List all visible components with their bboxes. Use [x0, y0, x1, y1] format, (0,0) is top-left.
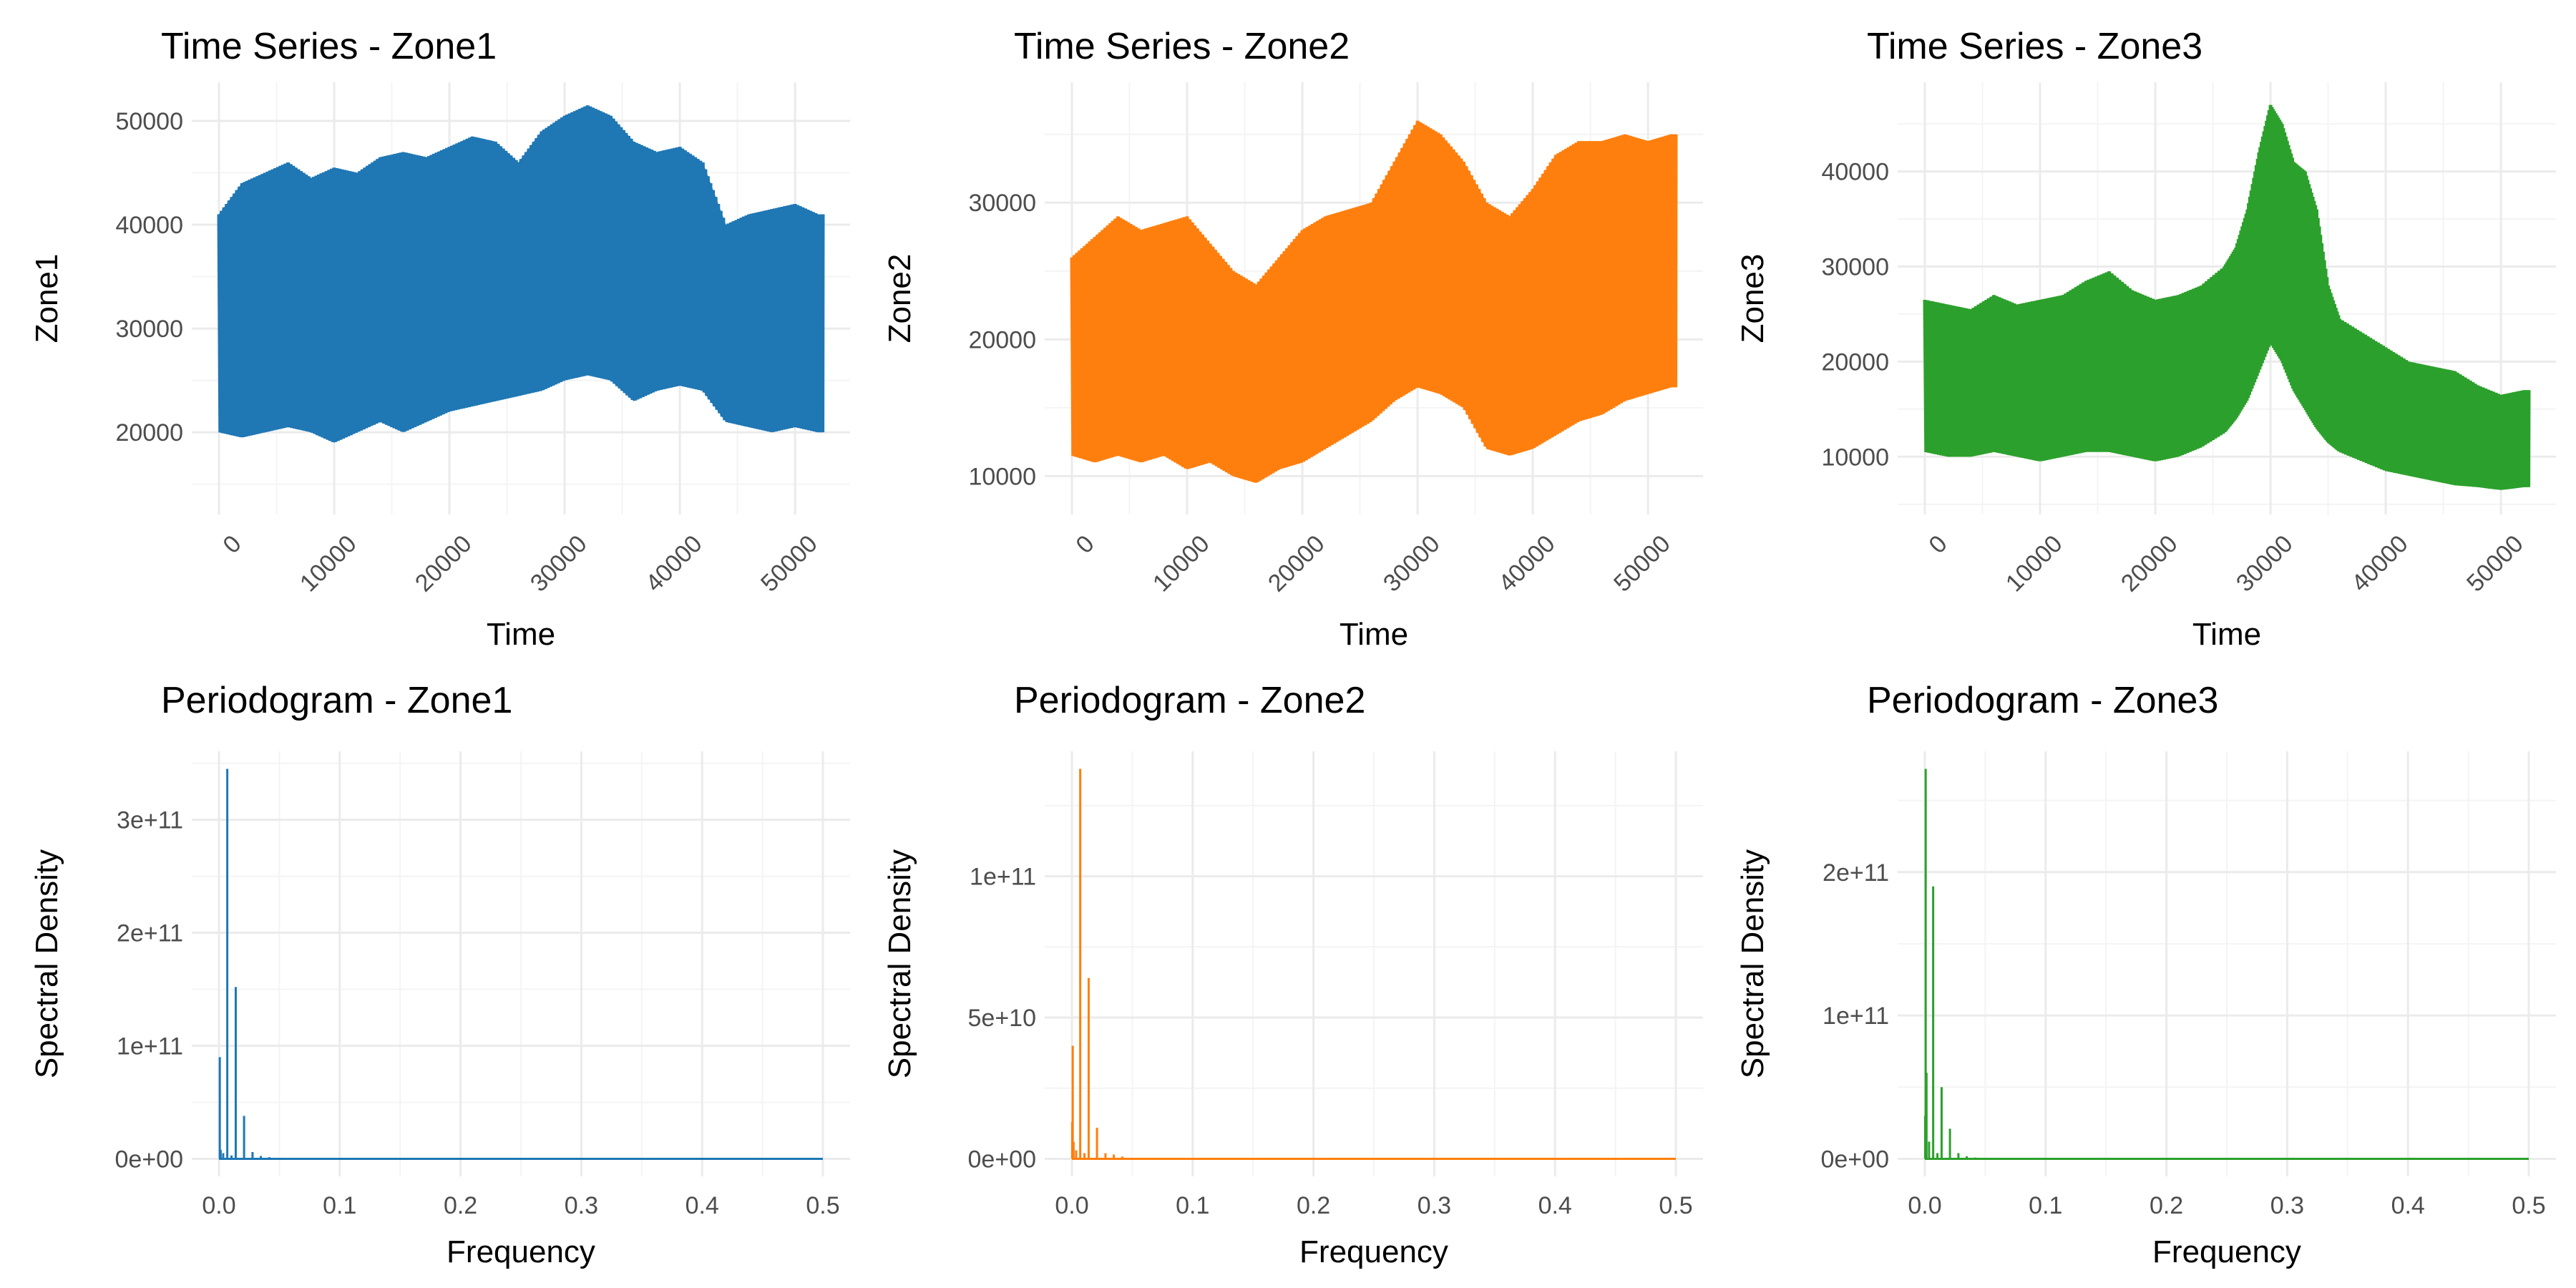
pg-zone3-panel: 0.0 0.1 0.2 0.3 0.4 0.5 0e+00 1e+11 2e+11 Periodo… — [1735, 680, 2556, 1269]
pg-zone3-y-tick-label: 2e+11 — [1823, 859, 1889, 887]
ts-zone3-x-tick-label: 0 — [1923, 530, 1952, 559]
ts-zone2-y-tick-label: 20000 — [968, 326, 1036, 353]
pg-zone3-x-axis-title: Frequency — [2152, 1234, 2301, 1269]
pg-zone1-y-tick-label: 3e+11 — [117, 807, 183, 834]
ts-zone1-x-axis-title: Time — [487, 617, 555, 652]
pg-zone1-x-tick-label: 0.2 — [444, 1192, 477, 1219]
pg-zone1-y-axis-title: Spectral Density — [29, 849, 64, 1078]
pg-zone1-x-tick-label: 0.4 — [686, 1192, 719, 1219]
pg-zone2-panel: 0.0 0.1 0.2 0.3 0.4 0.5 0e+00 5e+10 1e+11 Periodo… — [882, 680, 1703, 1269]
ts-zone3-series-line — [1923, 104, 2531, 490]
ts-zone3-x-tick-label: 40000 — [2346, 530, 2414, 597]
pg-zone2-y-tick-label: 1e+11 — [970, 864, 1036, 891]
ts-zone1-y-tick-label: 30000 — [115, 316, 183, 343]
pg-zone2-x-tick-label: 0.4 — [1538, 1192, 1572, 1219]
pg-zone3-x-tick-label: 0.1 — [2029, 1192, 2062, 1219]
pg-zone3-y-axis-title: Spectral Density — [1735, 849, 1770, 1078]
pg-zone2-y-tick-label: 5e+10 — [968, 1005, 1037, 1032]
ts-zone3-x-axis-title: Time — [2192, 617, 2261, 652]
ts-zone3-y-axis-title: Zone3 — [1735, 254, 1770, 343]
pg-zone2-x-tick-label: 0.2 — [1297, 1192, 1330, 1219]
pg-zone1-panel: 0.0 0.1 0.2 0.3 0.4 0.5 0e+00 1e+11 2e+11 3e+11 Pe… — [29, 680, 850, 1269]
pg-zone2-x-tick-label: 0.1 — [1176, 1192, 1209, 1219]
ts-zone2-x-axis-title: Time — [1340, 617, 1408, 652]
pg-zone2-x-tick-label: 0.0 — [1055, 1192, 1088, 1219]
ts-zone1-y-axis-title: Zone1 — [29, 254, 64, 343]
ts-zone1-x-tick-label: 10000 — [295, 530, 362, 597]
ts-zone1-x-tick-label: 40000 — [640, 530, 708, 597]
pg-zone1-title: Periodogram - Zone1 — [161, 680, 512, 721]
ts-zone3-y-tick-label: 20000 — [1821, 348, 1889, 376]
ts-zone1-panel: 0 10000 20000 30000 40000 50000 20000 30000 4000… — [29, 26, 850, 652]
pg-zone1-x-tick-label: 0.5 — [806, 1192, 839, 1219]
pg-zone2-y-tick-label: 0e+00 — [968, 1146, 1037, 1173]
ts-zone3-title: Time Series - Zone3 — [1867, 26, 2202, 67]
pg-zone1-x-axis-title: Frequency — [447, 1234, 595, 1269]
ts-zone2-x-tick-label: 20000 — [1263, 530, 1330, 597]
ts-zone3-x-tick-label: 20000 — [2116, 530, 2183, 597]
pg-zone1-y-tick-label: 0e+00 — [115, 1146, 184, 1173]
ts-zone2-x-tick-label: 30000 — [1378, 530, 1445, 597]
ts-zone1-y-tick-label: 40000 — [115, 212, 183, 239]
pg-zone2-x-axis-title: Frequency — [1299, 1234, 1448, 1269]
pg-zone1-x-tick-label: 0.0 — [202, 1192, 235, 1219]
ts-zone1-y-tick-label: 50000 — [115, 108, 183, 135]
ts-zone1-series-line — [217, 105, 825, 442]
ts-zone3-x-tick-label: 30000 — [2231, 530, 2298, 597]
pg-zone3-x-tick-label: 0.4 — [2391, 1192, 2425, 1219]
ts-zone2-x-tick-label: 0 — [1070, 530, 1099, 559]
ts-zone3-x-tick-label: 50000 — [2462, 530, 2529, 597]
ts-zone2-y-axis-title: Zone2 — [882, 254, 917, 343]
pg-zone1-x-tick-label: 0.3 — [565, 1192, 598, 1219]
ts-zone2-x-tick-label: 40000 — [1493, 530, 1561, 597]
ts-zone1-x-tick-label: 20000 — [410, 530, 477, 597]
pg-zone3-y-tick-label: 1e+11 — [1823, 1002, 1889, 1030]
pg-zone2-title: Periodogram - Zone2 — [1014, 680, 1365, 721]
pg-zone3-x-tick-label: 0.5 — [2512, 1192, 2545, 1219]
ts-zone3-y-tick-label: 30000 — [1821, 253, 1889, 280]
ts-zone2-series-line — [1070, 120, 1678, 483]
ts-zone1-x-tick-label: 30000 — [525, 530, 592, 597]
ts-zone2-x-tick-label: 50000 — [1609, 530, 1676, 597]
pg-zone1-y-tick-label: 2e+11 — [117, 920, 183, 947]
pg-zone3-y-tick-label: 0e+00 — [1821, 1146, 1890, 1173]
pg-zone3-x-tick-label: 0.3 — [2270, 1192, 2304, 1219]
ts-zone3-x-tick-label: 10000 — [2001, 530, 2068, 597]
ts-zone2-x-tick-label: 10000 — [1148, 530, 1215, 597]
pg-zone3-x-tick-label: 0.2 — [2150, 1192, 2183, 1219]
ts-zone3-panel: 0 10000 20000 30000 40000 50000 10000 20000 3000… — [1735, 26, 2556, 652]
ts-zone1-title: Time Series - Zone1 — [161, 26, 497, 67]
pg-zone2-y-axis-title: Spectral Density — [882, 849, 917, 1078]
pg-zone3-x-tick-label: 0.0 — [1908, 1192, 1941, 1219]
ts-zone1-x-tick-label: 0 — [218, 530, 246, 559]
ts-zone2-title: Time Series - Zone2 — [1014, 26, 1350, 67]
pg-zone2-x-tick-label: 0.5 — [1659, 1192, 1692, 1219]
ts-zone1-y-tick-label: 20000 — [115, 419, 183, 447]
ts-zone2-y-tick-label: 30000 — [968, 190, 1036, 217]
pg-zone2-x-tick-label: 0.3 — [1418, 1192, 1451, 1219]
ts-zone3-y-tick-label: 10000 — [1821, 444, 1889, 471]
pg-zone3-title: Periodogram - Zone3 — [1867, 680, 2218, 721]
ts-zone1-x-tick-label: 50000 — [756, 530, 823, 597]
ts-zone2-panel: 0 10000 20000 30000 40000 50000 10000 20000 3000… — [882, 26, 1703, 652]
pg-zone1-y-tick-label: 1e+11 — [117, 1033, 183, 1060]
ts-zone2-y-tick-label: 10000 — [968, 463, 1036, 490]
pg-zone1-x-tick-label: 0.1 — [323, 1192, 356, 1219]
ts-zone3-y-tick-label: 40000 — [1821, 159, 1889, 186]
